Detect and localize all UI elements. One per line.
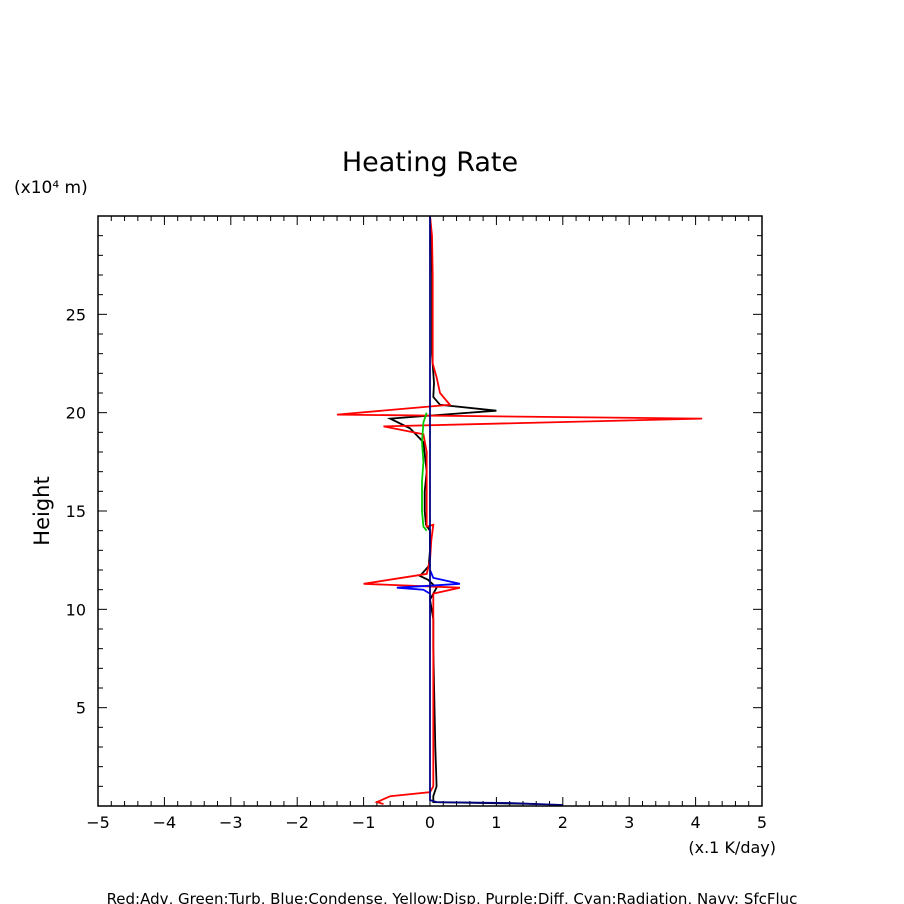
legend-text: Red:Adv, Green:Turb, Blue:Condense, Yell…: [107, 890, 798, 904]
chart-title: Heating Rate: [342, 147, 518, 178]
x-tick-label: −2: [285, 813, 309, 832]
axis-ticks: [97, 216, 763, 806]
x-tick-label: 1: [491, 813, 501, 832]
series-line-adv: [336, 215, 703, 805]
x-tick-label: −4: [153, 813, 177, 832]
x-axis-unit: (x.1 K/day): [688, 838, 776, 857]
x-tick-label: 2: [558, 813, 568, 832]
x-tick-label: 3: [624, 813, 634, 832]
y-tick-label: 10: [66, 600, 86, 619]
data-series: [336, 215, 703, 806]
plot-frame: [97, 215, 763, 807]
x-tick-label: 4: [691, 813, 701, 832]
series-line-sfcfluc: [429, 216, 563, 806]
y-tick-label: 20: [66, 404, 86, 423]
x-tick-label: 5: [757, 813, 767, 832]
y-axis-unit: (x10⁴ m): [14, 178, 88, 198]
x-tick-label: −5: [86, 813, 110, 832]
y-tick-label: 15: [66, 502, 86, 521]
tick-labels: −5 −4 −3 −2 −1 0 1 2 3 4 5 5 10 15 20 25: [66, 305, 767, 832]
y-tick-label: 5: [76, 699, 86, 718]
series-line-turb: [421, 412, 428, 532]
y-axis-label: Height: [30, 476, 54, 545]
x-tick-label: −1: [352, 813, 376, 832]
x-tick-label: 0: [425, 813, 435, 832]
y-tick-label: 25: [66, 305, 86, 324]
x-tick-label: −3: [219, 813, 243, 832]
